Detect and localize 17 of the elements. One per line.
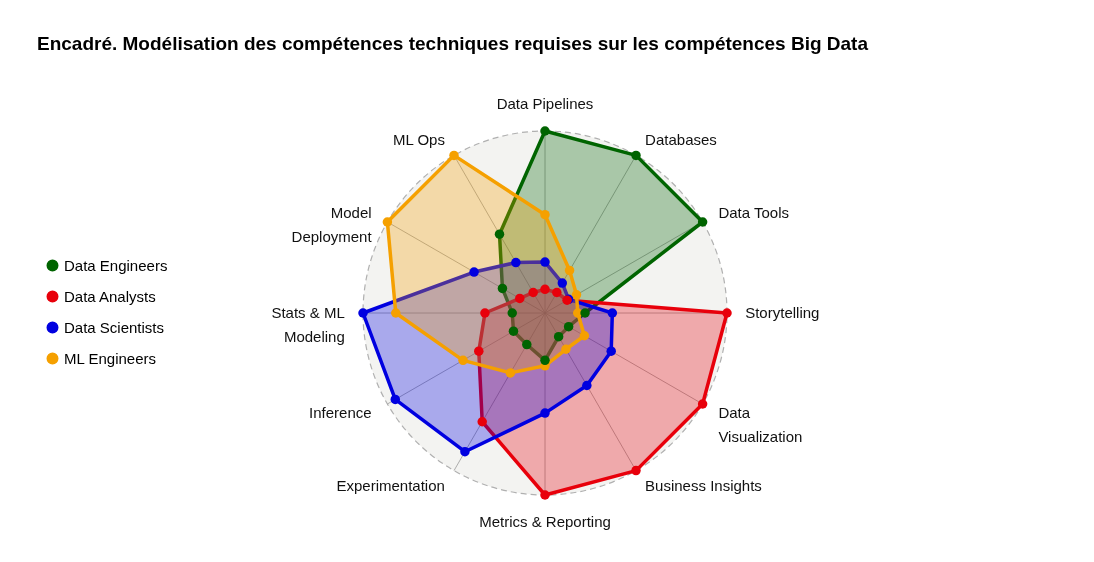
spoke-label: Stats & ML Modeling: [271, 304, 345, 345]
spoke-label: Databases: [645, 130, 717, 148]
legend-label: Data Analysts: [64, 287, 156, 305]
spoke-label: Model Deployment: [291, 203, 373, 245]
spoke-label: Storytelling: [745, 304, 820, 321]
legend-label: ML Engineers: [64, 349, 156, 367]
spoke-label: ML Ops: [392, 130, 445, 148]
legend-label: Data Engineers: [64, 256, 168, 274]
spoke-label: Experimentation: [336, 477, 445, 495]
spoke-label: Metrics & Reporting: [479, 513, 611, 531]
spoke-label: Inference: [309, 404, 372, 422]
chart-title: Encadré. Modélisation des compétences techniques requises sur les compétences Big Data: [37, 33, 869, 54]
legend-label: Data Scientists: [64, 318, 165, 336]
spoke-label: Data Pipelines: [496, 94, 594, 112]
spoke-label: Data Tools: [718, 203, 789, 221]
spoke-label: Data Visualization: [718, 404, 803, 446]
spoke-label: Business Insights: [645, 477, 762, 495]
